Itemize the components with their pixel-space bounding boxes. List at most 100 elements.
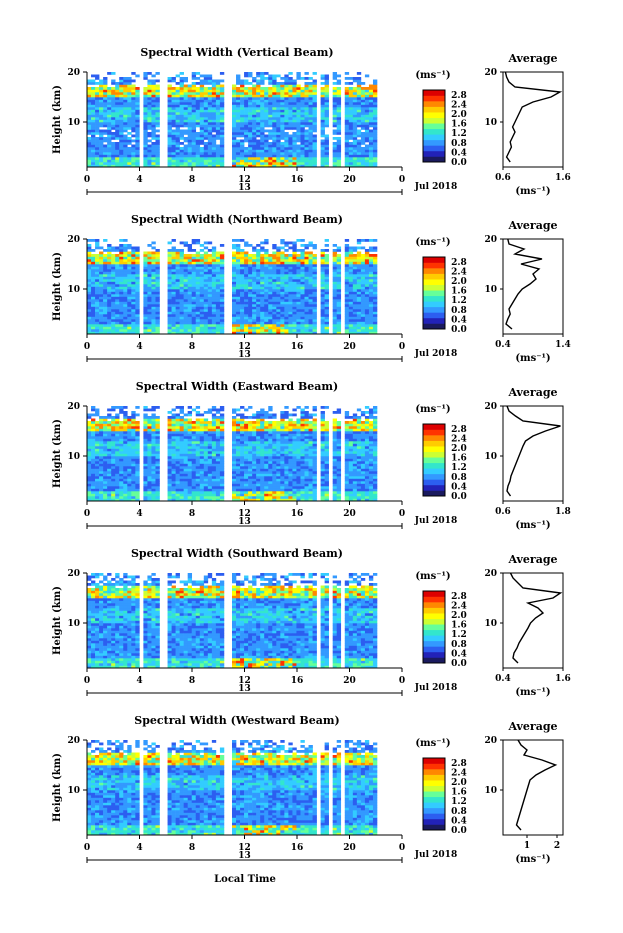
average-line: [511, 573, 561, 663]
y-tick-label: 10: [67, 452, 80, 462]
average-frame: [503, 72, 563, 167]
x-tick-label: 20: [343, 175, 356, 185]
colorbar: (ms⁻¹)0.00.40.81.21.62.02.42.8: [415, 738, 467, 836]
colorbar-swatch: [423, 112, 445, 118]
average-x-label: (ms⁻¹): [515, 520, 550, 531]
colorbar-tick-label: 0.4: [451, 315, 467, 325]
colorbar-swatch: [423, 808, 445, 814]
colorbar-swatch: [423, 490, 445, 496]
x-tick-label: 20: [343, 676, 356, 686]
colorbar-swatch: [423, 156, 445, 162]
x-tick-label: 0: [84, 342, 90, 352]
colorbar-swatch: [423, 140, 445, 146]
x-tick-label: 0: [84, 175, 90, 185]
colorbar-swatch: [423, 591, 445, 597]
colorbar-swatch: [423, 96, 445, 102]
colorbar-swatch: [423, 323, 445, 329]
colorbar-tick-label: 0.0: [451, 492, 467, 502]
colorbar-tick-label: 0.4: [451, 649, 467, 659]
colorbar-swatch: [423, 597, 445, 603]
x-tick-label: 0: [399, 342, 405, 352]
colorbar-unit: (ms⁻¹): [415, 738, 450, 749]
x-tick-label: 0: [399, 843, 405, 853]
colorbar-tick-label: 1.6: [451, 287, 467, 297]
colorbar-swatch: [423, 797, 445, 803]
colorbar-tick-label: 0.4: [451, 482, 467, 492]
colorbar-swatch: [423, 257, 445, 263]
colorbar-swatch: [423, 824, 445, 830]
x-tick-label: 0: [84, 676, 90, 686]
colorbar-swatch: [423, 274, 445, 280]
average-y-tick-label: 20: [484, 402, 497, 412]
x-axis-label: Local Time: [214, 874, 276, 885]
colorbar-swatch: [423, 775, 445, 781]
y-axis-label: Height (km): [52, 586, 63, 655]
colorbar-tick-label: 2.0: [451, 778, 467, 788]
panel-title: Spectral Width (Eastward Beam): [136, 380, 338, 393]
colorbar-swatch: [423, 134, 445, 140]
colorbar-tick-label: 2.8: [451, 425, 467, 435]
colorbar-tick-label: 2.8: [451, 759, 467, 769]
colorbar-tick-label: 1.6: [451, 120, 467, 130]
x-tick-label: 16: [291, 175, 304, 185]
x-tick-label: 0: [399, 175, 405, 185]
average-frame: [503, 406, 563, 501]
y-tick-label: 20: [67, 736, 80, 746]
colorbar-swatch: [423, 468, 445, 474]
average-line: [507, 406, 561, 496]
colorbar-tick-label: 0.0: [451, 826, 467, 836]
day-label: 13: [238, 350, 251, 360]
average-title: Average: [507, 386, 557, 399]
colorbar-swatch: [423, 463, 445, 469]
colorbar-tick-label: 0.8: [451, 640, 467, 650]
colorbar-tick-label: 2.4: [451, 100, 467, 110]
x-tick-label: 16: [291, 676, 304, 686]
average-x-tick-label: 1.8: [555, 507, 571, 517]
colorbar-swatch: [423, 652, 445, 658]
colorbar-swatch: [423, 630, 445, 636]
date-label: Jul 2018: [414, 850, 457, 860]
y-axis-label: Height (km): [52, 753, 63, 822]
average-y-tick-label: 10: [484, 118, 497, 128]
y-axis-label: Height (km): [52, 252, 63, 321]
colorbar-tick-label: 0.8: [451, 306, 467, 316]
average-line: [517, 740, 556, 830]
panel-title: Spectral Width (Northward Beam): [131, 213, 343, 226]
average-x-tick-label: 1.6: [555, 674, 571, 684]
x-tick-label: 4: [136, 342, 142, 352]
colorbar-swatch: [423, 657, 445, 663]
colorbar-tick-label: 2.8: [451, 592, 467, 602]
colorbar-tick-label: 1.2: [451, 630, 467, 640]
colorbar-swatch: [423, 780, 445, 786]
colorbar-swatch: [423, 279, 445, 285]
x-tick-label: 16: [291, 509, 304, 519]
colorbar-swatch: [423, 602, 445, 608]
day-label: 13: [238, 517, 251, 527]
day-label: 13: [238, 684, 251, 694]
y-tick-label: 20: [67, 68, 80, 78]
x-tick-label: 20: [343, 509, 356, 519]
x-tick-label: 8: [189, 843, 195, 853]
colorbar-swatch: [423, 769, 445, 775]
average-x-tick-label: 0.6: [495, 507, 511, 517]
colorbar-swatch: [423, 608, 445, 614]
heatmap-cells: [87, 72, 377, 167]
heatmap-cells: [87, 239, 377, 334]
x-tick-label: 0: [84, 509, 90, 519]
colorbar-swatch: [423, 452, 445, 458]
y-tick-label: 10: [67, 786, 80, 796]
average-line: [506, 239, 542, 329]
colorbar-swatch: [423, 613, 445, 619]
colorbar-swatch: [423, 624, 445, 630]
colorbar-unit: (ms⁻¹): [415, 404, 450, 415]
colorbar-tick-label: 0.4: [451, 816, 467, 826]
average-title: Average: [507, 553, 557, 566]
y-tick-label: 10: [67, 118, 80, 128]
colorbar-tick-label: 2.4: [451, 267, 467, 277]
date-label: Jul 2018: [414, 349, 457, 359]
x-tick-label: 4: [136, 175, 142, 185]
colorbar-swatch: [423, 424, 445, 430]
panel-title: Spectral Width (Vertical Beam): [140, 46, 333, 59]
